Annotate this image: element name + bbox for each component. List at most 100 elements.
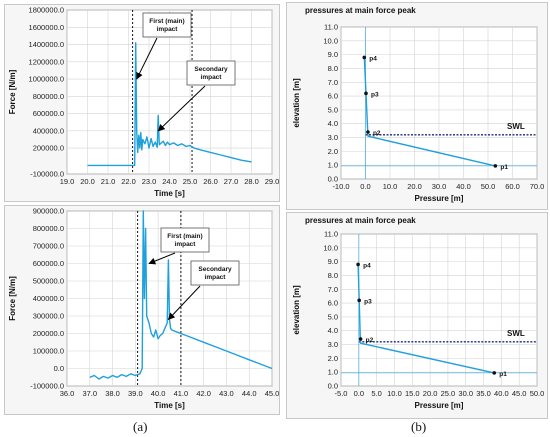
y-tick-label: 8.0 — [328, 271, 338, 280]
pressure-point-label: p2 — [373, 130, 381, 137]
x-tick-label: 45.0 — [265, 389, 279, 398]
y-tick-label: 10.0 — [323, 243, 338, 252]
y-axis-label: elevation [m] — [292, 285, 301, 335]
pressure-chart-top-panel: pressures at main force peak -10.0 0.0 10.0… — [286, 2, 548, 210]
y-tick-label: 300000.0 — [33, 312, 64, 321]
chart-title: pressures at main force peak — [305, 216, 416, 225]
y-tick-label: 0.0 — [54, 364, 64, 373]
x-tick-label: 43.0 — [219, 389, 234, 398]
x-tick-label: 50.0 — [530, 389, 545, 398]
y-tick-label: 500000.0 — [33, 277, 64, 286]
y-tick-label: 7.0 — [328, 285, 338, 294]
x-tick-label: 0.0 — [360, 182, 370, 191]
pressure-point-marker — [358, 337, 363, 341]
series-line — [87, 42, 252, 167]
y-axis-label: Force [N/m] — [8, 69, 17, 114]
pressure-point-label: p2 — [366, 337, 374, 344]
y-tick-label: 200000.0 — [33, 144, 64, 153]
x-tick-label: 19.0 — [60, 177, 75, 186]
x-tick-label: 23.0 — [142, 177, 157, 186]
annotation-arrow — [167, 285, 201, 321]
y-tick-label: 100000.0 — [33, 347, 64, 356]
chart-title: pressures at main force peak — [305, 6, 416, 15]
pressure-point-label: p1 — [499, 371, 507, 378]
y-tick-label: 800000.0 — [33, 224, 64, 233]
pressure-chart-bottom-panel: pressures at main force peak -5.0 0.0 5.0 10… — [286, 212, 548, 419]
force-chart-top: 19.0 20.0 21.0 22.0 23.0 24.0 25.0 26.0 27.0 28.0… — [8, 6, 279, 199]
x-tick-label: 45.0 — [512, 389, 527, 398]
y-tick-label: 1.0 — [328, 161, 338, 170]
pressure-point-marker — [492, 371, 497, 375]
pressure-point-label: p1 — [500, 164, 508, 171]
pressure-point-label: p4 — [369, 55, 377, 62]
y-tick-label: 400000.0 — [33, 294, 64, 303]
caption-a: (a) — [133, 419, 148, 434]
y-tick-label: 3.0 — [328, 133, 338, 142]
x-tick-label: 26.0 — [203, 177, 218, 186]
x-axis-label: Time [s] — [154, 401, 185, 410]
x-tick-label: 21.0 — [101, 177, 116, 186]
y-tick-label: 1800000.0 — [29, 6, 64, 15]
caption-b: (b) — [411, 419, 427, 434]
x-tick-label: 50.0 — [481, 182, 496, 191]
annotation-label: Secondary impact — [194, 66, 228, 81]
y-tick-label: 2.0 — [328, 147, 338, 156]
x-tick-label: 38.0 — [105, 389, 120, 398]
force-chart-bottom: 36.0 37.0 38.0 39.0 40.0 41.0 42.0 43.0 44.0 45.0… — [8, 207, 279, 411]
x-tick-label: 40.0 — [456, 182, 471, 191]
y-tick-label: 900000.0 — [33, 207, 64, 216]
pressure-point-marker — [357, 298, 361, 303]
y-tick-label: 7.0 — [328, 78, 338, 87]
series-line — [363, 57, 496, 167]
x-tick-label: 40.0 — [494, 389, 509, 398]
y-tick-label: 5.0 — [328, 312, 338, 321]
y-axis-label: Force [N/m] — [8, 276, 17, 321]
pressure-chart-top: pressures at main force peak-10.0 0.0 10.0… — [292, 6, 545, 203]
annotation-box — [186, 60, 236, 86]
x-tick-label: 60.0 — [505, 182, 520, 191]
y-tick-label: 1400000.0 — [29, 40, 64, 49]
force-chart-bottom-panel: 36.0 37.0 38.0 39.0 40.0 41.0 42.0 43.0 44.0 45.0… — [4, 205, 280, 415]
annotation-label: First (main) impact — [167, 233, 202, 248]
annotation-arrow — [148, 252, 176, 265]
series-line — [357, 264, 495, 374]
x-tick-label: 20.0 — [407, 182, 422, 191]
x-tick-label: 10.0 — [383, 182, 398, 191]
x-tick-label: 25.0 — [183, 177, 198, 186]
x-tick-label: 28.0 — [244, 177, 259, 186]
annotation-box — [160, 227, 210, 253]
x-tick-label: 5.0 — [371, 389, 381, 398]
x-tick-label: 20.0 — [423, 389, 438, 398]
annotation-box — [190, 260, 240, 286]
x-tick-label: -5.0 — [335, 389, 348, 398]
x-tick-label: 30.0 — [458, 389, 473, 398]
x-tick-label: 41.0 — [174, 389, 189, 398]
x-tick-label: 30.0 — [432, 182, 447, 191]
y-tick-label: 8.0 — [328, 64, 338, 73]
y-tick-label: 700000.0 — [33, 242, 64, 251]
x-tick-label: 35.0 — [476, 389, 491, 398]
x-tick-label: 36.0 — [60, 389, 75, 398]
y-tick-label: 800000.0 — [33, 92, 64, 101]
y-tick-label: 600000.0 — [33, 109, 64, 118]
y-tick-label: 4.0 — [328, 119, 338, 128]
x-axis-label: Time [s] — [154, 189, 185, 198]
pressure-point-marker — [364, 91, 368, 96]
y-tick-label: 6.0 — [328, 92, 338, 101]
x-tick-label: 0.0 — [354, 389, 364, 398]
annotation-label: First (main) impact — [149, 18, 184, 33]
swl-label: SWL — [507, 329, 525, 338]
pressure-point-marker — [493, 164, 498, 168]
pressure-point-label: p4 — [363, 262, 371, 269]
y-tick-label: 9.0 — [328, 50, 338, 59]
y-tick-label: 600000.0 — [33, 259, 64, 268]
annotation-arrow — [157, 85, 206, 132]
y-tick-label: 200000.0 — [33, 329, 64, 338]
pressure-point-marker — [366, 130, 370, 134]
pressure-point-marker — [356, 262, 360, 267]
x-axis-label: Pressure [m] — [415, 401, 464, 410]
y-axis-label: elevation [m] — [292, 78, 301, 128]
x-tick-label: 70.0 — [530, 182, 545, 191]
y-tick-label: 10.0 — [323, 36, 338, 45]
x-tick-label: 10.0 — [387, 389, 402, 398]
